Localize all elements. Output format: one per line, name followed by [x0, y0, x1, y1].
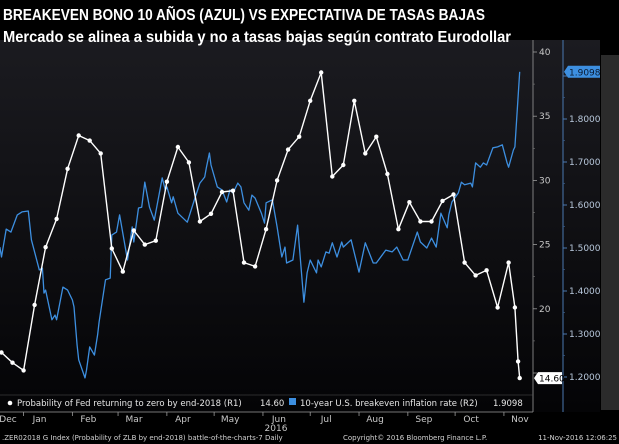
- r1-tick-label: 30: [539, 176, 551, 186]
- legend-value-probability: 14.60: [260, 399, 284, 409]
- r2-tick-label: 1.7000: [569, 158, 601, 168]
- probability-point: [219, 189, 225, 195]
- x-tick-label: Jul: [320, 415, 332, 425]
- probability-point: [385, 171, 390, 177]
- footer-copyright: Copyright© 2016 Bloomberg Finance L.P.: [343, 434, 487, 442]
- chart-title: BREAKEVEN BONO 10 AÑOS (AZUL) VS EXPECTA…: [3, 4, 485, 24]
- legend-dot-icon: [7, 400, 13, 406]
- side-panel: [601, 55, 619, 410]
- probability-point: [396, 227, 401, 232]
- probability-point: [98, 151, 103, 156]
- axes: Dec Jan Feb Mar Apr May Jun Jul Aug Sep Oct Nov 20 25…: [0, 40, 601, 425]
- probability-point: [43, 245, 48, 250]
- probability-point: [21, 368, 26, 373]
- legend-square-icon: [289, 398, 296, 405]
- x-tick-label: Feb: [80, 415, 96, 425]
- r2-tick-label: 1.5000: [569, 244, 601, 254]
- probability-point: [352, 98, 357, 104]
- probability-point: [418, 219, 423, 224]
- breakeven-value-tag-text: 1.9098: [569, 68, 601, 78]
- x-tick-label: Dec: [0, 415, 17, 425]
- x-tick-label: Nov: [511, 415, 529, 425]
- x-tick-label: Mar: [126, 415, 143, 425]
- x-tick-label: Apr: [175, 415, 191, 425]
- breakeven-value-tag: [564, 65, 600, 78]
- probability-point: [462, 260, 467, 265]
- legend-label-probability: Probability of Fed returning to zero by …: [17, 399, 242, 409]
- breakeven-line: [0, 71, 521, 379]
- probability-point: [451, 192, 456, 197]
- probability-point: [363, 151, 368, 156]
- probability-point: [252, 264, 258, 269]
- probability-point: [374, 134, 379, 139]
- r2-tick-label: 1.6000: [569, 201, 601, 211]
- footer-index: .ZER02018 G Index (Probability of ZLB by…: [2, 434, 283, 442]
- probability-point: [263, 227, 269, 232]
- probability-point: [32, 302, 37, 308]
- probability-point: [440, 198, 445, 204]
- probability-point: [54, 216, 59, 222]
- probability-point: [0, 350, 4, 355]
- probability-point: [515, 359, 521, 364]
- x-tick-label: Sep: [415, 415, 432, 425]
- plot-area: [0, 40, 600, 412]
- legend-value-breakeven: 1.9098: [493, 399, 523, 409]
- x-tick-label: Aug: [366, 415, 384, 425]
- probability-point: [186, 160, 192, 165]
- r1-tick-label: 25: [539, 241, 550, 251]
- x-tick-label: Jun: [271, 415, 286, 425]
- probability-point: [10, 360, 15, 365]
- probability-point: [319, 70, 324, 75]
- r2-tick-label: 1.2000: [569, 373, 601, 383]
- probability-point: [512, 305, 518, 310]
- probability-point: [274, 178, 280, 183]
- probability-point: [208, 211, 214, 216]
- r1-tick-label: 40: [539, 48, 551, 58]
- probability-series: [0, 70, 522, 381]
- probability-value-tag-text: 14.60: [539, 375, 565, 385]
- probability-point: [330, 174, 335, 179]
- probability-point: [175, 144, 181, 150]
- probability-point: [142, 242, 147, 247]
- probability-point: [230, 188, 236, 193]
- value-tags: 14.60 1.9098: [534, 65, 601, 385]
- probability-point: [131, 228, 136, 233]
- probability-point: [484, 268, 489, 273]
- probability-point: [429, 219, 434, 224]
- footer-timestamp: 11-Nov-2016 12:06:25: [538, 434, 617, 442]
- legend-label-breakeven: 10-year U.S. breakeven inflation rate (R…: [300, 399, 478, 409]
- probability-point: [407, 200, 412, 205]
- x-tick-label: Oct: [463, 415, 479, 425]
- probability-point: [197, 219, 203, 224]
- probability-point: [506, 260, 511, 265]
- probability-point: [473, 273, 478, 278]
- probability-point: [164, 179, 170, 184]
- x-tick-label: May: [221, 415, 240, 425]
- x-tick-label: Jan: [32, 415, 47, 425]
- r2-tick-label: 1.3000: [569, 330, 601, 340]
- probability-point: [109, 246, 115, 251]
- legend: Probability of Fed returning to zero by …: [0, 394, 533, 409]
- probability-point: [297, 134, 302, 139]
- probability-point: [241, 260, 247, 265]
- r1-tick-label: 20: [539, 305, 551, 315]
- probability-point: [120, 269, 126, 274]
- probability-point: [153, 238, 158, 243]
- r2-tick-label: 1.8000: [569, 115, 601, 125]
- probability-point: [341, 162, 346, 168]
- r2-tick-label: 1.4000: [569, 287, 601, 297]
- probability-point: [65, 166, 70, 171]
- r1-tick-label: 35: [539, 112, 550, 122]
- breakeven-series: [0, 71, 521, 379]
- probability-value-tag: [534, 372, 562, 385]
- probability-point: [308, 98, 313, 104]
- year-label: 2016: [265, 424, 288, 434]
- probability-point: [517, 375, 522, 381]
- probability-point: [285, 147, 291, 152]
- probability-point: [76, 133, 81, 138]
- probability-point: [495, 305, 500, 310]
- probability-point: [87, 138, 92, 143]
- chart-subtitle: Mercado se alinea a subida y no a tasas …: [3, 29, 511, 46]
